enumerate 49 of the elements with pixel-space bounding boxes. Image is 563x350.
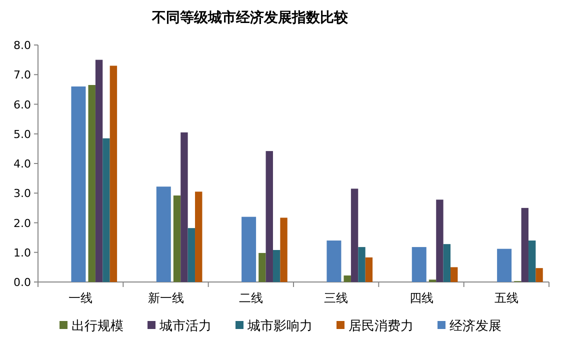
bar	[344, 275, 351, 282]
bar	[110, 66, 118, 282]
x-tick-label: 五线	[494, 291, 518, 305]
y-tick-label: 8.0	[14, 39, 31, 52]
y-tick-label: 1.0	[14, 246, 31, 260]
bar	[497, 248, 512, 282]
bar	[443, 244, 451, 282]
x-tick-label: 三线	[324, 291, 348, 305]
bar	[156, 186, 171, 282]
bar	[188, 228, 196, 282]
x-tick-label: 新一线	[148, 291, 184, 305]
bar	[242, 216, 256, 282]
x-tick-label: 四线	[409, 291, 434, 305]
x-tick-label: 一线	[68, 291, 93, 305]
y-tick-label: 2.0	[14, 216, 31, 230]
y-tick-label: 6.0	[14, 98, 31, 112]
legend-label: 城市活力	[158, 319, 212, 334]
bar	[280, 218, 288, 282]
bar	[95, 60, 103, 282]
bar	[365, 257, 373, 282]
bar	[266, 151, 273, 282]
bar	[412, 247, 426, 282]
legend-label: 经济发展	[450, 319, 502, 334]
bar	[326, 240, 342, 282]
bar	[436, 200, 444, 282]
y-tick-label: 3.0	[14, 187, 31, 200]
y-tick-label: 7.0	[14, 68, 31, 82]
bar	[258, 252, 266, 282]
bar	[450, 267, 458, 282]
bar	[88, 84, 96, 282]
legend-label: 出行规模	[72, 319, 124, 334]
bar	[71, 86, 86, 282]
bar	[180, 132, 188, 282]
legend-label: 居民消费力	[348, 319, 414, 334]
bar	[521, 208, 528, 282]
x-tick-label: 二线	[238, 291, 263, 305]
bar	[528, 240, 536, 282]
bar	[195, 192, 202, 282]
bar	[272, 250, 280, 282]
chart-title: 不同等级城市经济发展指数比较	[151, 9, 349, 26]
y-tick-label: 4.0	[14, 158, 31, 170]
y-tick-label: 0.0	[14, 276, 31, 289]
bar	[358, 247, 366, 282]
bar	[350, 188, 358, 282]
bar	[536, 268, 543, 282]
bar	[102, 138, 110, 282]
y-tick-label: 5.0	[14, 128, 31, 141]
bar	[173, 195, 181, 282]
legend-label: 城市影响力	[246, 319, 312, 334]
